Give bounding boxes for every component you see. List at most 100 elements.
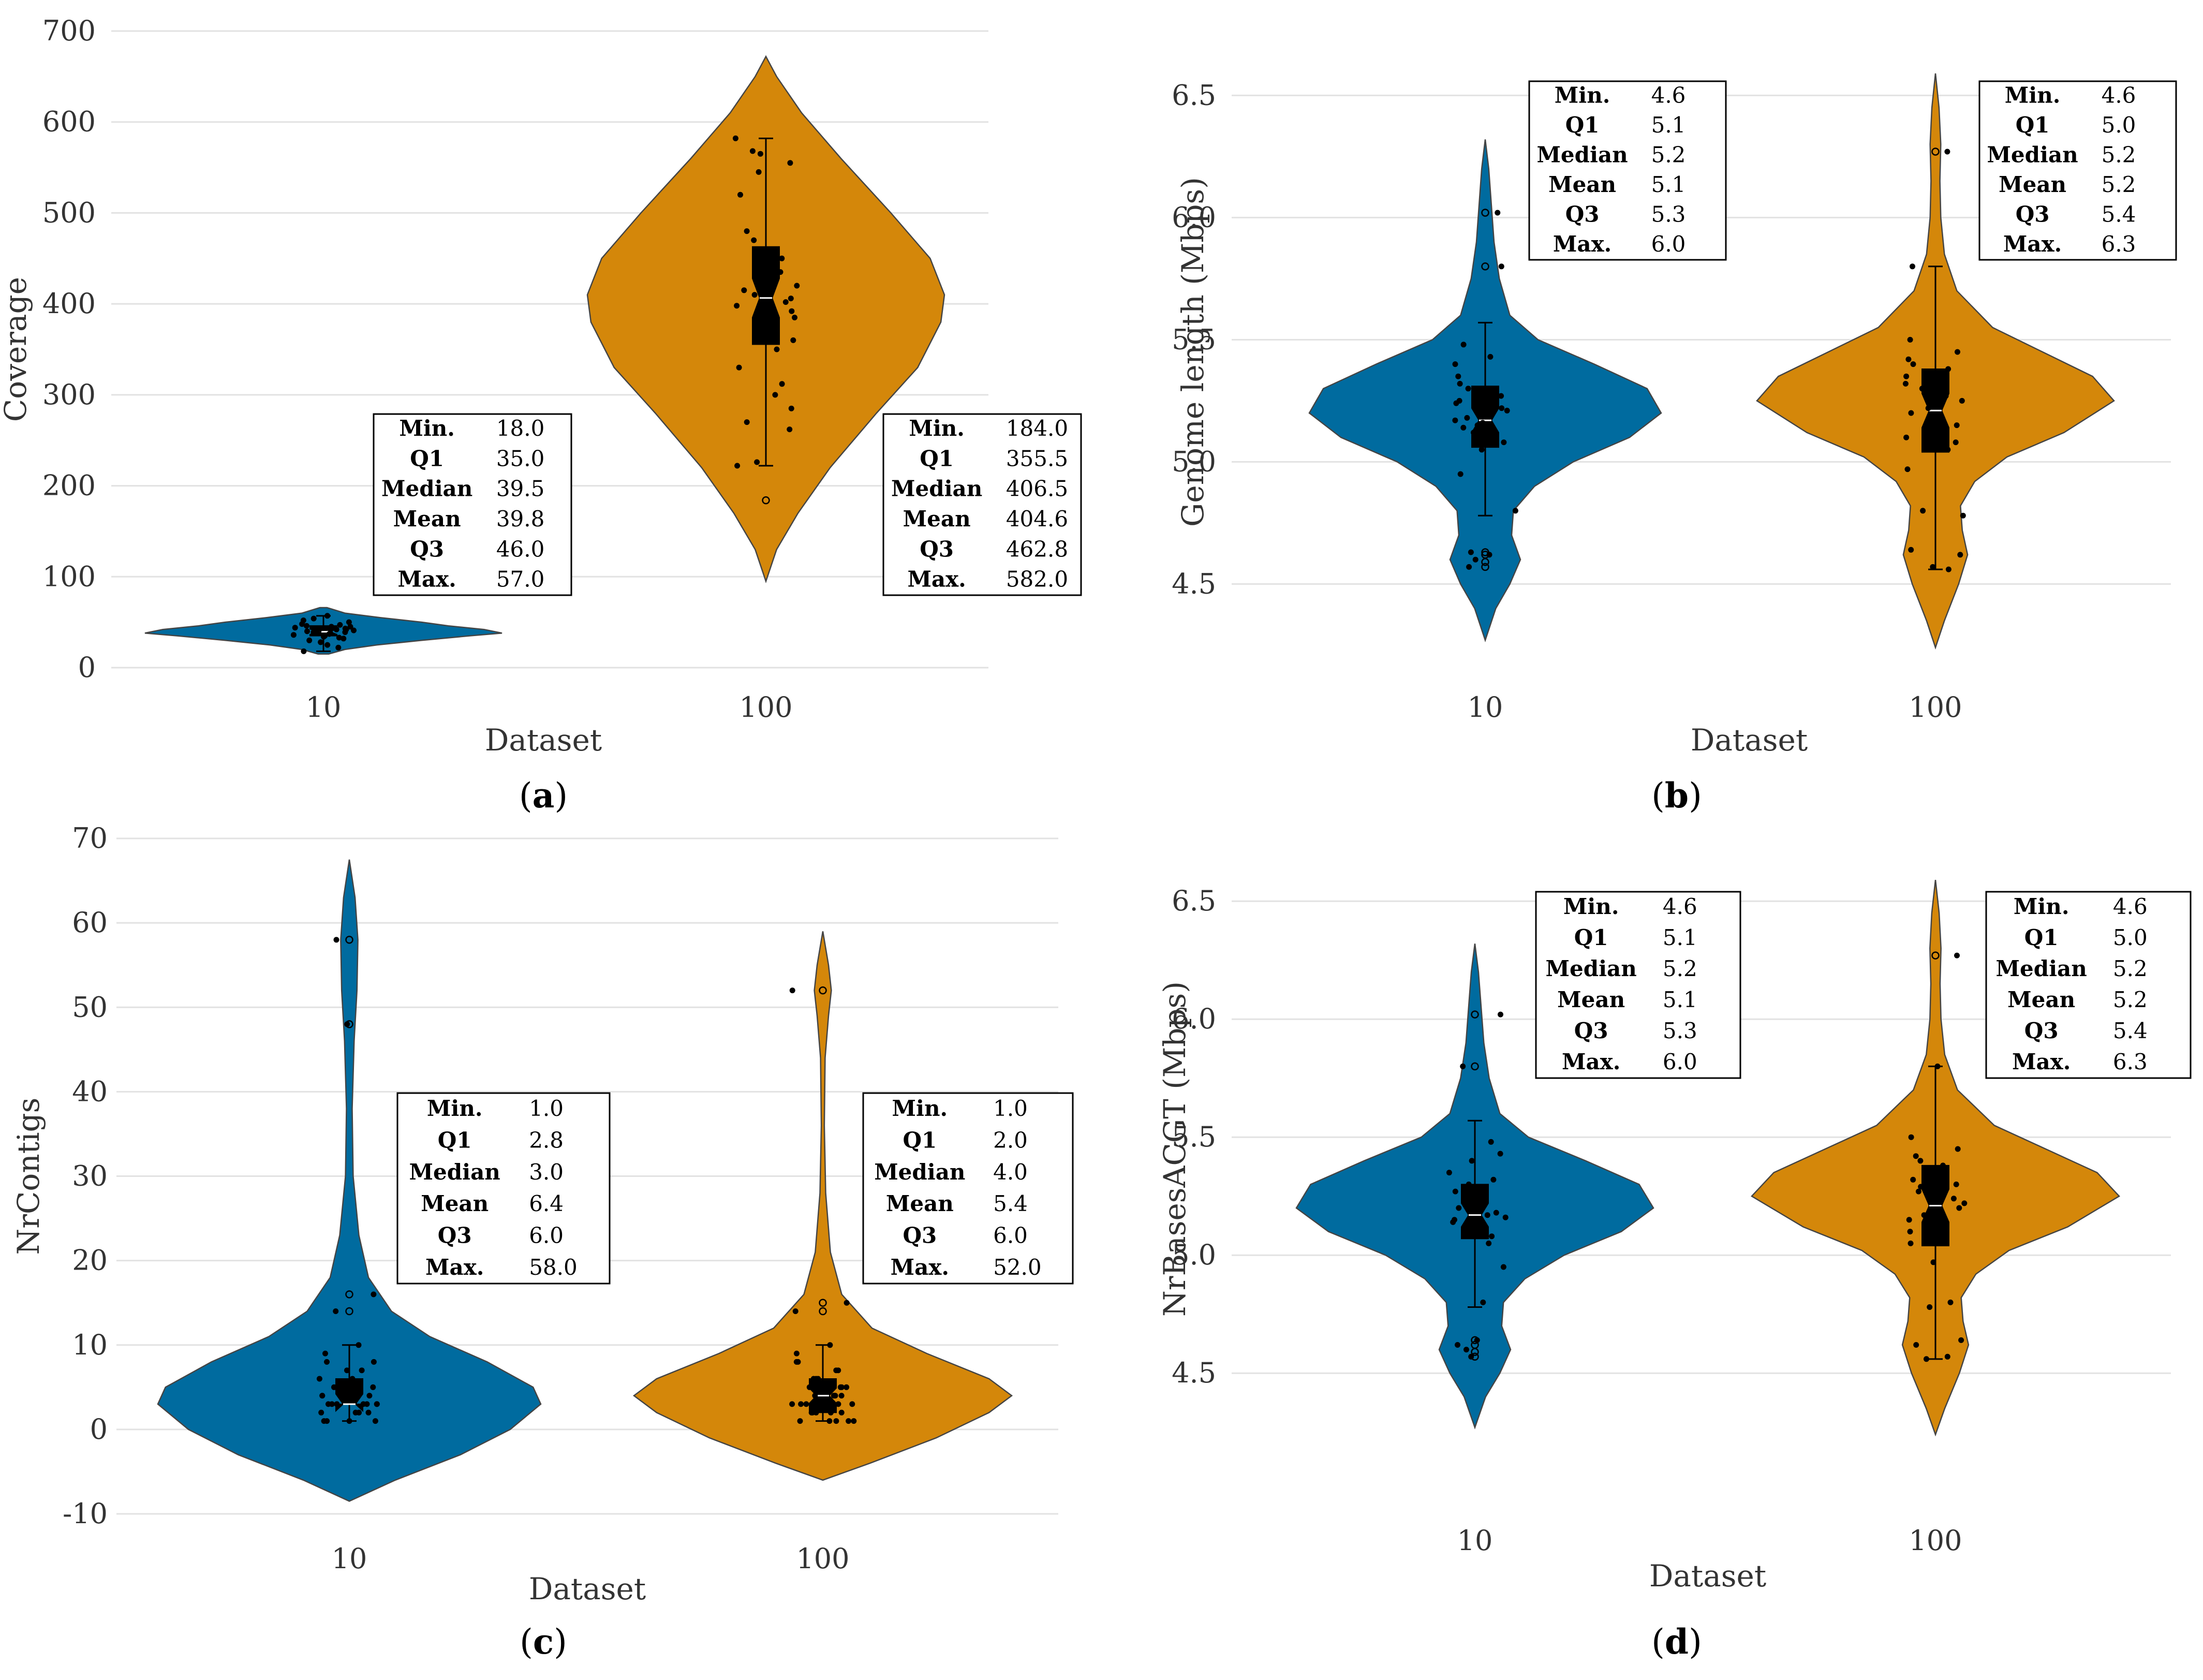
- stats-box-frame: [396, 1092, 611, 1285]
- stat-label: Max.: [2003, 231, 2062, 257]
- stat-label: Median: [874, 1159, 965, 1185]
- y-tick-label: 5.0: [1172, 445, 1216, 478]
- data-point: [749, 148, 756, 154]
- data-point: [813, 1409, 819, 1416]
- y-tick-label: 300: [42, 378, 96, 411]
- data-point: [1906, 1217, 1912, 1223]
- y-tick-label: 6.5: [1172, 79, 1216, 111]
- panel-d: 4.5 5.0 5.5 6.0 6.5 NrBasesACGT (Mbps) 10 100 Da…: [1157, 880, 2192, 1662]
- data-point: [768, 275, 775, 282]
- data-point: [311, 615, 317, 622]
- stat-value: 5.0: [2102, 112, 2136, 138]
- data-point: [1474, 1337, 1480, 1343]
- data-point: [849, 1401, 855, 1407]
- data-point: [779, 255, 785, 261]
- data-point: [754, 459, 760, 465]
- data-point: [1480, 1186, 1486, 1192]
- outlier-point: [1481, 262, 1489, 271]
- y-axis-label: Genome length (Mbps): [1175, 177, 1210, 527]
- stat-value: 5.4: [2102, 201, 2136, 227]
- data-point: [838, 1409, 845, 1416]
- stat-label: Max.: [891, 1255, 949, 1280]
- data-point: [1924, 1356, 1929, 1362]
- data-point: [327, 630, 333, 636]
- data-point: [1957, 552, 1963, 558]
- data-point: [316, 628, 322, 635]
- stat-value: 355.5: [1006, 446, 1068, 471]
- data-point: [1466, 564, 1472, 570]
- data-point: [1932, 388, 1939, 394]
- stats-box-100: Min. 4.6 Q1 5.0 Median 5.2 Mean 5.2 Q3 5.4 Max. 6.3: [1985, 891, 2192, 1079]
- data-point: [1465, 386, 1471, 392]
- data-point: [826, 1418, 833, 1424]
- stat-value: 39.8: [496, 506, 545, 532]
- data-point: [1927, 1304, 1933, 1310]
- stat-value: 6.3: [2102, 231, 2136, 257]
- stats-box-100: Min. 184.0 Q1 355.5 Median 406.5 Mean 404.6 Q3 46…: [882, 413, 1082, 596]
- data-point: [290, 632, 297, 638]
- stat-label: Median: [891, 476, 982, 502]
- y-tick-label: 600: [42, 106, 96, 138]
- stats-box-10: Min. 1.0 Q1 2.8 Median 3.0 Mean 6.4 Q3 6.0 Max. 58.…: [396, 1092, 611, 1285]
- stat-label: Mean: [886, 1191, 954, 1216]
- stat-value: 35.0: [496, 446, 545, 471]
- y-tick-label: 50: [72, 991, 108, 1023]
- data-point: [1486, 1240, 1492, 1246]
- stat-value: 18.0: [496, 416, 545, 441]
- data-point: [372, 1418, 378, 1424]
- y-tick-label: 40: [72, 1075, 108, 1108]
- y-tick-label: 500: [42, 196, 96, 229]
- data-point: [1910, 263, 1915, 270]
- stat-label: Median: [381, 476, 472, 502]
- stat-label: Q1: [920, 446, 954, 471]
- stat-label: Q3: [903, 1222, 937, 1248]
- data-point: [844, 1300, 850, 1306]
- data-point: [1930, 564, 1936, 570]
- stat-label: Median: [1536, 142, 1628, 167]
- data-point: [770, 321, 776, 327]
- data-point: [1480, 1299, 1486, 1305]
- stat-label: Mean: [393, 506, 461, 532]
- stat-label: Q3: [2016, 201, 2050, 227]
- data-point: [374, 1401, 380, 1407]
- stat-value: 462.8: [1006, 536, 1068, 562]
- stat-label: Mean: [903, 506, 971, 532]
- data-point: [1903, 373, 1910, 379]
- data-point: [787, 160, 793, 166]
- data-point: [356, 1409, 362, 1416]
- data-point: [349, 1376, 356, 1382]
- data-point: [1480, 420, 1486, 426]
- data-point: [793, 1350, 800, 1357]
- stat-value: 582.0: [1006, 567, 1068, 592]
- stat-value: 3.0: [529, 1159, 564, 1185]
- stat-label: Q3: [1565, 201, 1600, 227]
- data-point: [334, 1401, 340, 1407]
- data-point: [331, 1384, 337, 1390]
- data-point: [777, 269, 783, 275]
- data-point: [782, 299, 789, 305]
- data-point: [1481, 390, 1487, 396]
- x-axis-label: Dataset: [1649, 1558, 1766, 1594]
- stat-label: Q3: [410, 536, 444, 562]
- group-10: Min. 1.0 Q1 2.8 Median 3.0 Mean 6.4 Q3 6.0 Max. 58.…: [157, 859, 611, 1502]
- data-point: [1905, 356, 1912, 362]
- data-point: [304, 628, 310, 635]
- data-point: [1485, 410, 1491, 416]
- stat-value: 4.6: [2102, 82, 2136, 108]
- outlier-point: [1471, 1062, 1479, 1071]
- group-100: Min. 4.6 Q1 5.0 Median 5.2 Mean 5.2 Q3 5.4 Max. 6.3: [1756, 73, 2177, 650]
- outlier-point: [1931, 148, 1940, 156]
- stat-label: Median: [1546, 956, 1637, 981]
- outlier-point: [345, 1290, 353, 1299]
- data-point: [1456, 1205, 1462, 1211]
- stat-label: Min.: [892, 1096, 948, 1121]
- data-point: [1908, 410, 1914, 416]
- data-point: [1498, 263, 1504, 270]
- data-point: [1925, 405, 1931, 411]
- y-tick-label: 5.0: [1172, 1239, 1216, 1271]
- stat-value: 1.0: [529, 1096, 564, 1121]
- data-point: [366, 1393, 373, 1399]
- stat-value: 404.6: [1006, 506, 1068, 532]
- panel-caption: (a): [519, 775, 568, 816]
- stat-value: 5.2: [2102, 172, 2136, 197]
